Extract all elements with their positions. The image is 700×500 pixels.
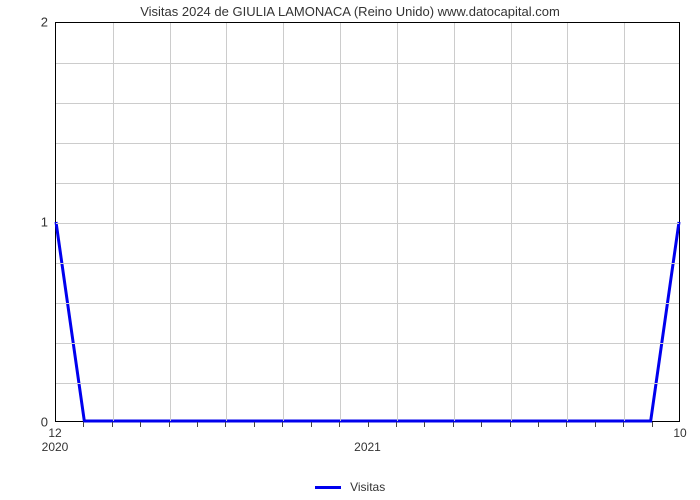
x-minor-tick — [424, 422, 425, 427]
hgrid-minor — [56, 63, 679, 64]
series-layer — [56, 23, 679, 421]
hgrid-major — [56, 223, 679, 224]
vgrid — [454, 23, 455, 421]
vgrid — [624, 23, 625, 421]
x-minor-tick — [510, 422, 511, 427]
hgrid-minor — [56, 343, 679, 344]
x-tick-label-line1: 10 — [673, 426, 686, 440]
vgrid — [226, 23, 227, 421]
y-tick-label: 2 — [8, 15, 48, 30]
x-minor-tick — [652, 422, 653, 427]
x-minor-tick — [623, 422, 624, 427]
x-minor-tick — [197, 422, 198, 427]
vgrid — [397, 23, 398, 421]
x-minor-tick — [595, 422, 596, 427]
hgrid-minor — [56, 303, 679, 304]
x-minor-tick — [112, 422, 113, 427]
legend-swatch — [315, 486, 341, 489]
chart-container: Visitas 2024 de GIULIA LAMONACA (Reino U… — [0, 0, 700, 500]
vgrid — [511, 23, 512, 421]
vgrid — [170, 23, 171, 421]
x-tick-label-line2: 2021 — [354, 440, 381, 454]
x-tick-label-line1: 12 — [48, 426, 61, 440]
x-tick-label-line2: 2020 — [42, 440, 69, 454]
x-minor-tick — [254, 422, 255, 427]
x-minor-tick — [368, 422, 369, 427]
legend: Visitas — [0, 480, 700, 494]
series-line — [56, 222, 679, 421]
plot-area — [55, 22, 680, 422]
x-minor-tick — [538, 422, 539, 427]
legend-label: Visitas — [350, 480, 385, 494]
x-minor-tick — [396, 422, 397, 427]
vgrid — [113, 23, 114, 421]
x-minor-tick — [453, 422, 454, 427]
chart-title: Visitas 2024 de GIULIA LAMONACA (Reino U… — [0, 4, 700, 19]
x-minor-tick — [225, 422, 226, 427]
vgrid — [283, 23, 284, 421]
hgrid-minor — [56, 183, 679, 184]
x-minor-tick — [566, 422, 567, 427]
hgrid-minor — [56, 103, 679, 104]
x-minor-tick — [311, 422, 312, 427]
x-minor-tick — [282, 422, 283, 427]
hgrid-minor — [56, 143, 679, 144]
vgrid — [340, 23, 341, 421]
x-minor-tick — [169, 422, 170, 427]
x-minor-tick — [140, 422, 141, 427]
x-minor-tick — [339, 422, 340, 427]
vgrid — [567, 23, 568, 421]
x-minor-tick — [83, 422, 84, 427]
y-tick-label: 1 — [8, 215, 48, 230]
y-tick-label: 0 — [8, 415, 48, 430]
hgrid-minor — [56, 383, 679, 384]
x-minor-tick — [481, 422, 482, 427]
hgrid-minor — [56, 263, 679, 264]
